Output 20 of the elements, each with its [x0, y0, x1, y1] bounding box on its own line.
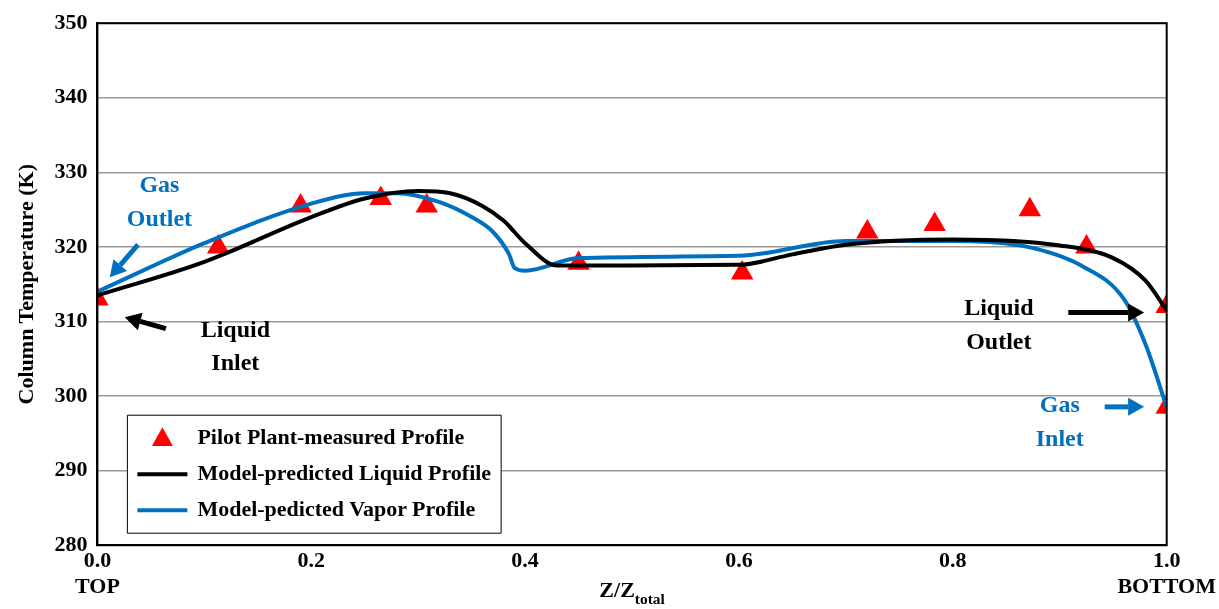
y-tick-label: 340	[54, 83, 88, 109]
x-tick-label: 0.6	[725, 547, 753, 573]
annotation: Liquid Outlet	[964, 294, 1035, 354]
y-tick-label: 350	[54, 8, 88, 34]
x-tick-label: 0.2	[297, 547, 326, 573]
x-tick-label: 0.4	[511, 547, 539, 573]
legend-label: Pilot Plant-measured Profile	[197, 423, 465, 449]
x-tick-label: 0.8	[939, 547, 967, 573]
y-tick-label: 300	[54, 381, 88, 407]
y-tick-label: 290	[54, 456, 88, 482]
y-tick-label: 320	[54, 232, 88, 258]
annotation: Gas Outlet	[126, 171, 193, 231]
legend-label: Model-pedicted Vapor Profile	[197, 495, 476, 521]
legend-label: Model-predicted Liquid Profile	[197, 459, 492, 485]
y-tick-label: 330	[54, 158, 88, 184]
annotation: Gas Inlet	[1035, 391, 1084, 452]
y-tick-label: 310	[54, 307, 88, 333]
annotation: Liquid Inlet	[200, 315, 271, 376]
x-tick-label: 1.0 BOTTOM	[1117, 547, 1217, 599]
y-axis-title: Column Temperature (K)	[12, 164, 38, 405]
